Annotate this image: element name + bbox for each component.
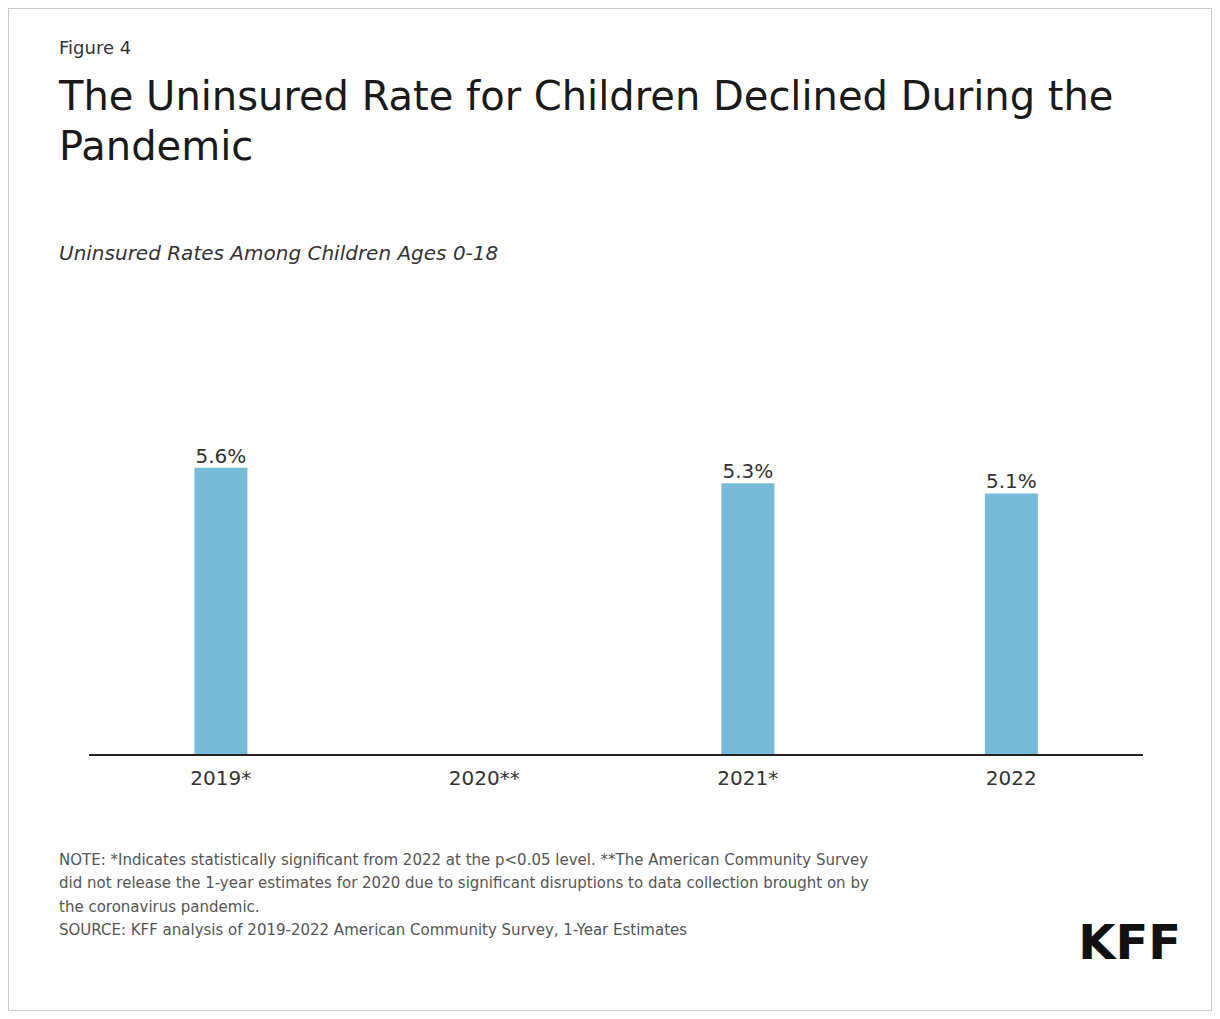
- html-text:NOTE: *Indicates statistically: NOTE: *Indicates statistically significa…: [59, 851, 869, 939]
- svg-text:2020**: 2020**: [449, 766, 520, 790]
- svg-text:5.1%: 5.1%: [986, 469, 1037, 493]
- svg-text:2019*: 2019*: [190, 766, 251, 790]
- svg-text:2022: 2022: [986, 766, 1037, 790]
- html-text:KFF: KFF: [1078, 914, 1181, 970]
- svg-text:2021*: 2021*: [717, 766, 778, 790]
- html-text:Figure 4: Figure 4: [59, 37, 132, 58]
- html-text:Uninsured Rates Among Children: Uninsured Rates Among Children Ages 0-18: [59, 241, 499, 265]
- svg-text:5.6%: 5.6%: [195, 444, 246, 468]
- html-text:The Uninsured Rate for Childre: The Uninsured Rate for Children Declined…: [59, 73, 1114, 169]
- svg-text:5.3%: 5.3%: [722, 459, 773, 483]
